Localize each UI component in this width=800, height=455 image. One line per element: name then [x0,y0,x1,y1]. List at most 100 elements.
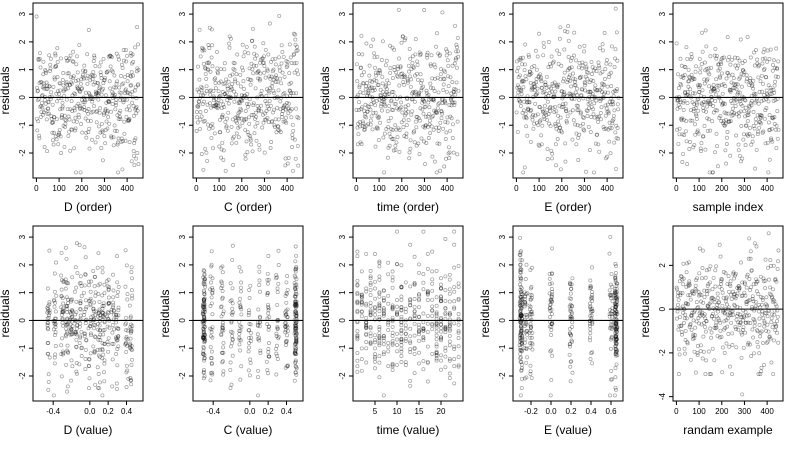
data-point [60,112,64,117]
data-point [603,103,608,108]
data-point [246,368,251,373]
data-point [283,324,288,329]
data-point [373,312,377,317]
data-point [293,309,298,314]
data-point [605,154,610,159]
data-point [412,333,417,338]
data-point [130,89,135,94]
x-axis-title: randam example [683,423,773,437]
data-point [284,339,288,344]
data-point [704,78,709,83]
data-point [96,337,101,342]
data-point [51,138,55,143]
data-point [571,93,576,98]
data-point [447,156,452,161]
data-point [87,299,92,303]
data-point [61,280,66,284]
data-point [695,130,700,135]
data-point [377,317,382,322]
data-point [380,39,385,44]
data-point [202,277,207,282]
data-point [201,336,206,341]
data-point [201,335,206,340]
data-point [106,99,111,104]
data-point [572,83,577,88]
data-point [239,269,243,274]
data-point [124,59,129,64]
data-point [403,338,408,343]
data-point [424,88,429,93]
data-point [746,133,751,138]
data-point [724,341,729,346]
data-point [688,87,693,92]
data-point [274,76,279,81]
data-point [684,119,689,124]
data-point [739,355,744,360]
data-point [91,318,96,323]
data-point [719,287,724,292]
data-point [84,337,89,342]
data-point [250,38,255,43]
x-tick-label: 200 [395,184,409,193]
data-point [610,299,615,304]
data-point [581,127,586,132]
data-point [47,308,52,313]
data-point [756,292,761,297]
data-point [694,100,699,105]
data-point [516,90,521,95]
x-axis-title: sample index [693,200,764,214]
data-point [547,121,552,126]
x-tick-label: 0.2 [565,407,577,416]
data-point [705,104,709,109]
data-point [77,341,82,346]
data-point [439,109,444,114]
data-point [266,354,271,359]
data-point [252,51,257,56]
data-point [760,297,765,302]
data-point [213,86,218,91]
data-point [115,140,120,145]
y-axis-title: residuals [318,66,332,114]
x-tick-label: 100 [212,184,226,193]
data-point [118,108,123,113]
data-point [433,110,438,115]
data-point [607,288,612,293]
data-point [46,341,51,345]
data-point [237,101,242,106]
data-point [595,116,600,121]
data-point [79,77,84,82]
data-point [707,84,712,89]
data-point [411,130,416,135]
data-point [74,331,78,336]
x-tick-label: 100 [52,184,66,193]
data-point [434,44,438,49]
data-point [441,88,446,93]
data-point [109,109,113,114]
data-point [390,334,395,338]
y-tick-label: -2 [658,349,667,357]
x-tick-label: 10 [393,407,402,416]
data-point [695,128,700,133]
data-point [553,123,558,128]
data-point [389,99,394,104]
data-point [239,93,244,98]
data-point [267,21,272,26]
data-point [210,43,215,48]
data-point [52,321,57,326]
plot-frame [32,2,144,179]
data-point [701,108,706,113]
data-point [363,87,368,92]
y-tick-label: 2 [338,262,347,267]
data-point [708,102,713,107]
data-point [292,317,297,322]
data-point [251,113,256,117]
data-point [114,381,119,386]
data-point [220,325,225,330]
data-point [114,338,119,343]
data-point [265,277,270,282]
data-point [101,332,106,337]
data-point [52,131,57,135]
data-point [284,340,289,345]
data-point [107,318,112,323]
data-point [761,50,766,55]
